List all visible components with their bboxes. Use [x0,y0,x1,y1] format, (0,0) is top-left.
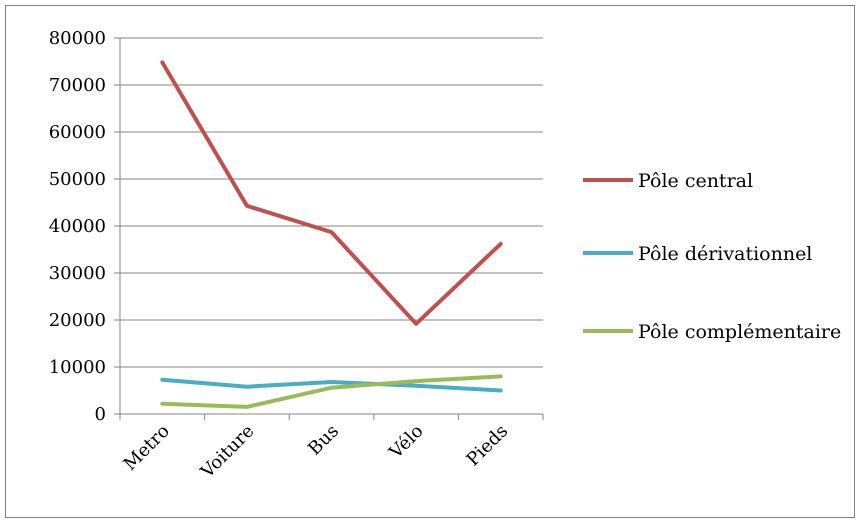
y-tick-label: 50000 [49,169,106,190]
y-tick-label: 20000 [49,310,106,331]
y-tick-label: 40000 [49,216,106,237]
series-lines [160,60,503,409]
chart-frame [5,5,855,518]
x-tick-label: Voiture [196,421,258,483]
gridlines [120,37,543,368]
series-line [160,60,503,326]
y-tick-label: 70000 [49,75,106,96]
series-line [160,374,503,409]
y-tick-label: 0 [95,404,106,425]
legend-label: Pôle central [638,170,753,192]
legend: Pôle central Pôle dérivationnel Pôle compl… [583,170,841,343]
y-tick-label: 30000 [49,263,106,284]
x-tick-label: Vélo [385,421,428,464]
y-tick-label: 10000 [49,357,106,378]
x-tick-label: Pieds [463,421,513,471]
x-tick-label: Metro [120,421,174,475]
x-tick-label: Bus [304,421,343,460]
legend-label: Pôle complémentaire [638,321,841,343]
y-tick-label: 60000 [49,122,106,143]
legend-label: Pôle dérivationnel [638,243,812,265]
y-tick-label: 80000 [49,28,106,49]
axes: 0 10000 20000 30000 40000 50000 60000 70000 8000… [49,28,544,483]
series-line [160,377,503,393]
